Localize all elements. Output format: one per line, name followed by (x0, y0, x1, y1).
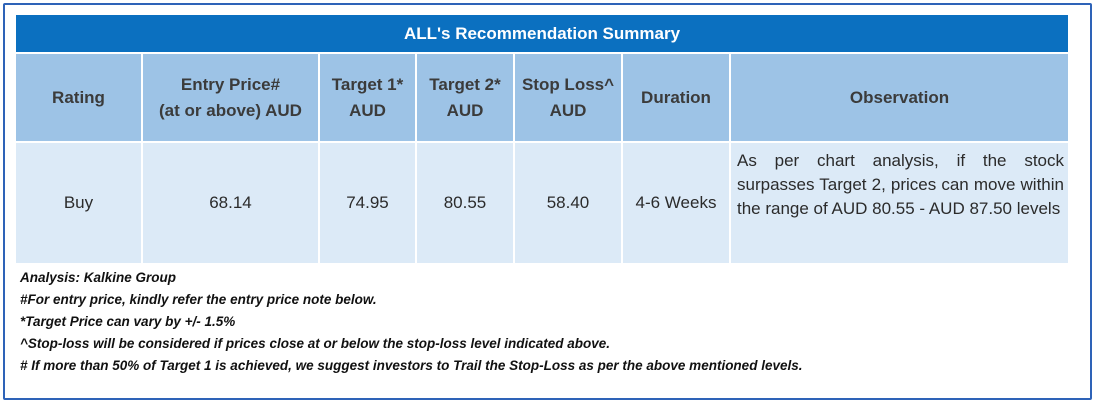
cell-rating: Buy (16, 143, 141, 263)
note-entry-price: #For entry price, kindly refer the entry… (20, 292, 377, 307)
note-trail-stop-loss: # If more than 50% of Target 1 is achiev… (20, 358, 803, 373)
cell-target-2: 80.55 (417, 143, 513, 263)
recommendation-table: Rating Entry Price# (at or above) AUD Ta… (16, 54, 1068, 263)
summary-title: ALL's Recommendation Summary (16, 15, 1068, 52)
note-target-price: *Target Price can vary by +/- 1.5% (20, 314, 236, 329)
cell-duration: 4-6 Weeks (623, 143, 729, 263)
header-stop-loss: Stop Loss^ AUD (515, 54, 621, 141)
header-rating: Rating (16, 54, 141, 141)
cell-observation: As per chart analysis, if the stock surp… (731, 143, 1068, 263)
header-target-2: Target 2* AUD (417, 54, 513, 141)
cell-target-1: 74.95 (320, 143, 415, 263)
footnotes: Analysis: Kalkine Group #For entry price… (20, 267, 1070, 377)
header-entry-price: Entry Price# (at or above) AUD (143, 54, 318, 141)
header-target-1: Target 1* AUD (320, 54, 415, 141)
note-analysis: Analysis: Kalkine Group (20, 270, 177, 285)
cell-entry-price: 68.14 (143, 143, 318, 263)
header-observation: Observation (731, 54, 1068, 141)
note-stop-loss: ^Stop-loss will be considered if prices … (20, 336, 611, 351)
header-duration: Duration (623, 54, 729, 141)
cell-stop-loss: 58.40 (515, 143, 621, 263)
